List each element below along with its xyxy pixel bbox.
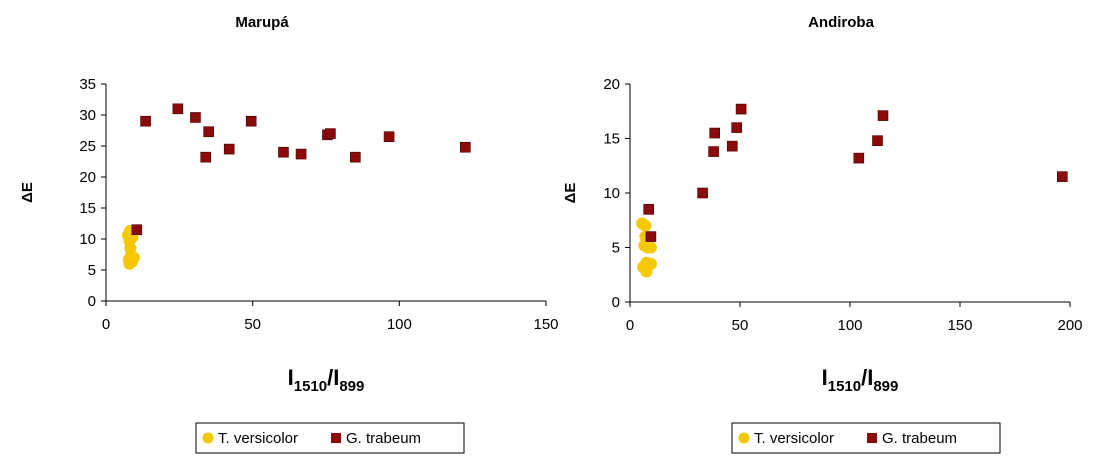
data-point-g-trabeum	[872, 135, 883, 146]
data-point-g-trabeum	[200, 151, 212, 163]
data-point-t-versicolor	[125, 255, 138, 268]
legend-box	[195, 422, 465, 454]
data-point-g-trabeum	[726, 140, 738, 152]
data-point-g-trabeum	[877, 110, 889, 121]
x-tick-label: 0	[626, 317, 634, 334]
data-point-g-trabeum	[460, 141, 471, 153]
data-point-t-versicolor	[644, 241, 657, 254]
y-tick-label: 10	[79, 231, 96, 248]
x-axis-label-part: /I	[327, 365, 339, 390]
legend-marker-circle	[202, 432, 214, 444]
y-tick-label: 5	[88, 262, 96, 279]
data-point-g-trabeum	[708, 146, 719, 157]
data-point-g-trabeum	[853, 152, 865, 164]
y-tick-label: 35	[79, 76, 96, 93]
legend-box	[731, 422, 1001, 454]
legend-label: T. versicolor	[218, 430, 298, 447]
y-tick-label: 20	[603, 76, 620, 93]
y-axis-label: ΔE	[19, 182, 36, 203]
data-point-g-trabeum	[383, 131, 395, 142]
legend-marker-circle	[738, 432, 750, 444]
x-tick-label: 50	[244, 316, 261, 333]
data-point-g-trabeum	[172, 103, 184, 115]
x-tick-label: 200	[1057, 317, 1082, 334]
x-tick-label: 50	[732, 317, 749, 334]
legend: T. versicolor G. trabeum	[731, 422, 1001, 454]
y-tick-label: 0	[88, 293, 96, 310]
x-axis-label-part: /I	[861, 365, 873, 390]
y-tick-label: 25	[79, 138, 96, 155]
chart-title: Marupá	[235, 14, 289, 31]
x-axis-label-part: I	[288, 365, 294, 390]
chart-1: Marupá 0 5 10 15 20 25 30 35 0 50 100 150 ΔE I1510/I89…	[19, 14, 559, 454]
data-point-g-trabeum	[697, 187, 708, 199]
x-tick-label: 100	[387, 316, 412, 333]
data-point-t-versicolor	[640, 265, 653, 278]
y-tick-label: 15	[79, 200, 96, 217]
y-tick-label: 30	[79, 107, 96, 124]
data-point-g-trabeum	[190, 112, 201, 123]
chart-title: Andiroba	[808, 14, 874, 31]
y-tick-label: 0	[612, 294, 620, 311]
x-tick-label: 150	[533, 316, 558, 333]
data-point-g-trabeum	[645, 231, 657, 242]
legend-label: G. trabeum	[346, 430, 421, 447]
data-point-g-trabeum	[203, 126, 214, 138]
data-point-g-trabeum	[709, 127, 721, 139]
y-axis-label: ΔE	[562, 183, 579, 204]
x-axis-label: I1510/I899	[822, 365, 899, 395]
data-point-g-trabeum	[350, 151, 361, 163]
legend: T. versicolor G. trabeum	[195, 422, 465, 454]
legend-label: T. versicolor	[754, 430, 834, 447]
data-point-g-trabeum	[140, 115, 151, 127]
data-point-g-trabeum	[731, 122, 743, 133]
x-axis-label-subscript: 1510	[828, 378, 861, 395]
y-tick-label: 10	[603, 185, 620, 202]
x-tick-label: 100	[837, 317, 862, 334]
x-axis-label-subscript: 1510	[294, 378, 327, 395]
legend-label: G. trabeum	[882, 430, 957, 447]
x-axis-label-part: I	[822, 365, 828, 390]
y-tick-label: 15	[603, 131, 620, 148]
x-axis-label-subscript: 899	[873, 378, 898, 395]
data-point-g-trabeum	[295, 148, 307, 160]
data-point-g-trabeum	[223, 143, 235, 155]
data-point-g-trabeum	[1057, 171, 1068, 182]
data-point-g-trabeum	[131, 224, 143, 235]
x-tick-label: 0	[102, 316, 110, 333]
x-axis-label: I1510/I899	[288, 365, 365, 395]
x-axis-label-subscript: 899	[339, 378, 364, 395]
data-point-g-trabeum	[735, 103, 747, 115]
legend-marker-square	[331, 433, 341, 443]
data-point-g-trabeum	[643, 204, 655, 215]
x-tick-label: 150	[947, 317, 972, 334]
data-point-g-trabeum	[325, 128, 336, 139]
y-tick-label: 20	[79, 169, 96, 186]
y-tick-label: 5	[612, 240, 620, 257]
legend-marker-square	[867, 433, 877, 443]
data-point-g-trabeum	[245, 115, 257, 127]
data-point-t-versicolor	[639, 219, 652, 232]
data-point-g-trabeum	[278, 146, 289, 158]
